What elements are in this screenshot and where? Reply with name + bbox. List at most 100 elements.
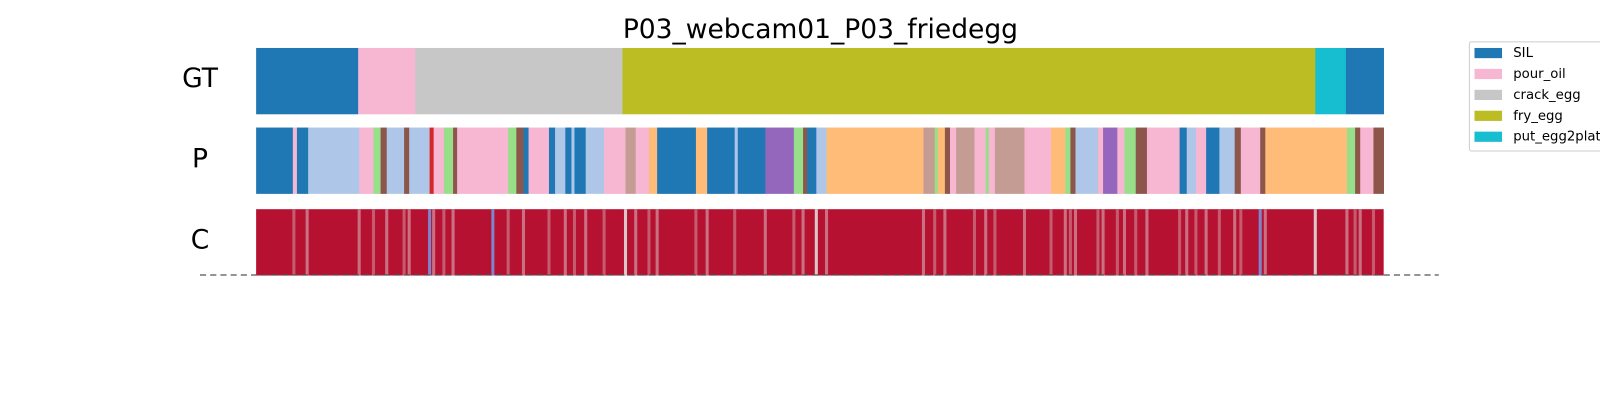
segment bbox=[1373, 127, 1384, 194]
segment bbox=[404, 127, 410, 194]
confidence-stripe bbox=[1122, 209, 1127, 276]
segment bbox=[1146, 127, 1180, 194]
segment bbox=[1065, 127, 1071, 194]
confidence-stripe bbox=[1185, 209, 1189, 276]
segment bbox=[433, 127, 445, 194]
confidence-stripe bbox=[1096, 209, 1100, 276]
segment bbox=[765, 127, 795, 194]
confidence-stripe bbox=[292, 209, 296, 276]
legend-swatch bbox=[1474, 110, 1503, 121]
legend-swatch bbox=[1474, 68, 1503, 80]
confidence-stripe bbox=[1115, 209, 1119, 276]
chart-title: P03_webcam01_P03_friedegg bbox=[623, 14, 1018, 45]
segment bbox=[734, 127, 739, 194]
segment bbox=[737, 127, 766, 194]
segment bbox=[793, 127, 804, 194]
confidence-stripe bbox=[402, 209, 406, 276]
confidence-stripe bbox=[1239, 209, 1243, 276]
segment bbox=[923, 127, 935, 194]
confidence-stripe bbox=[547, 209, 551, 276]
confidence-stripe bbox=[792, 209, 796, 276]
confidence-stripe bbox=[1204, 209, 1208, 276]
segment bbox=[695, 127, 708, 194]
segment bbox=[1345, 47, 1384, 115]
confidence-stripe bbox=[921, 209, 925, 276]
confidence-stripe bbox=[943, 209, 947, 276]
confidence-stripe bbox=[572, 209, 577, 276]
segment bbox=[1186, 127, 1197, 194]
segment bbox=[292, 127, 298, 194]
confidence-background bbox=[256, 209, 1384, 276]
segment bbox=[956, 127, 975, 194]
segment bbox=[994, 127, 1025, 194]
segment bbox=[443, 127, 454, 194]
segment bbox=[988, 127, 996, 194]
confidence-stripe bbox=[1178, 209, 1182, 276]
segment bbox=[944, 127, 951, 194]
confidence-stripe bbox=[1371, 209, 1375, 276]
segment bbox=[950, 127, 957, 194]
segment bbox=[380, 127, 388, 194]
confidence-stripe bbox=[655, 209, 659, 276]
confidence-stripe bbox=[623, 209, 628, 276]
confidence-stripe bbox=[1353, 209, 1357, 276]
confidence-stripe bbox=[993, 209, 997, 276]
segment bbox=[1179, 127, 1188, 194]
segment bbox=[625, 127, 637, 194]
confidence-stripe bbox=[1258, 209, 1262, 276]
segment bbox=[985, 127, 990, 194]
confidence-stripe bbox=[1022, 209, 1027, 276]
segment bbox=[1206, 127, 1220, 194]
segment bbox=[429, 127, 434, 194]
segment bbox=[555, 127, 566, 194]
confidence-stripe bbox=[506, 209, 510, 276]
segment bbox=[1355, 127, 1361, 194]
confidence-stripe bbox=[357, 209, 361, 276]
segment bbox=[622, 47, 1316, 115]
confidence-stripe bbox=[1145, 209, 1149, 276]
segment bbox=[1195, 127, 1207, 194]
confidence-stripe bbox=[1345, 209, 1349, 276]
confidence-stripe bbox=[1263, 209, 1267, 276]
legend-box bbox=[1468, 41, 1600, 152]
segment bbox=[1240, 127, 1261, 194]
confidence-stripe bbox=[602, 209, 606, 276]
segment bbox=[409, 127, 430, 194]
confidence-stripe bbox=[584, 209, 588, 276]
segment bbox=[256, 127, 294, 194]
segment bbox=[816, 127, 827, 194]
segment bbox=[803, 127, 808, 194]
confidence-stripe bbox=[634, 209, 638, 276]
segment bbox=[1097, 127, 1104, 194]
segment bbox=[1070, 127, 1076, 194]
confidence-stripe bbox=[1101, 209, 1105, 276]
confidence-stripe bbox=[1134, 209, 1138, 276]
segment bbox=[457, 127, 494, 194]
confidence-stripe bbox=[814, 209, 818, 276]
segment bbox=[1075, 127, 1099, 194]
legend-label: put_egg2plate bbox=[1513, 130, 1600, 145]
confidence-stripe bbox=[371, 209, 375, 276]
segment-bars bbox=[256, 47, 1384, 276]
confidence-stripe bbox=[521, 209, 525, 276]
segment bbox=[635, 127, 650, 194]
segment bbox=[1360, 127, 1374, 194]
confidence-stripe bbox=[432, 209, 436, 276]
confidence-stripe bbox=[825, 209, 829, 276]
segment bbox=[373, 127, 381, 194]
legend-label: pour_oil bbox=[1513, 67, 1565, 82]
confidence-stripe bbox=[694, 209, 698, 276]
segment bbox=[574, 127, 587, 194]
segment bbox=[1315, 47, 1347, 115]
segment bbox=[1117, 127, 1125, 194]
segment bbox=[516, 127, 524, 194]
segment bbox=[508, 127, 517, 194]
legend-label: SIL bbox=[1513, 46, 1533, 61]
segment bbox=[648, 127, 658, 194]
confidence-stripe bbox=[451, 209, 455, 276]
segment bbox=[1051, 127, 1066, 194]
legend-swatch bbox=[1474, 89, 1503, 100]
confidence-stripe bbox=[491, 209, 495, 276]
segment bbox=[1234, 127, 1242, 194]
